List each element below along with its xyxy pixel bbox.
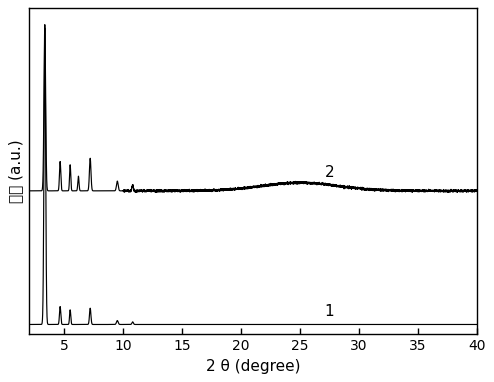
Text: 2: 2: [325, 165, 334, 180]
Text: 1: 1: [325, 304, 334, 319]
Y-axis label: 強度 (a.u.): 強度 (a.u.): [8, 139, 23, 203]
X-axis label: 2 θ (degree): 2 θ (degree): [206, 359, 300, 374]
